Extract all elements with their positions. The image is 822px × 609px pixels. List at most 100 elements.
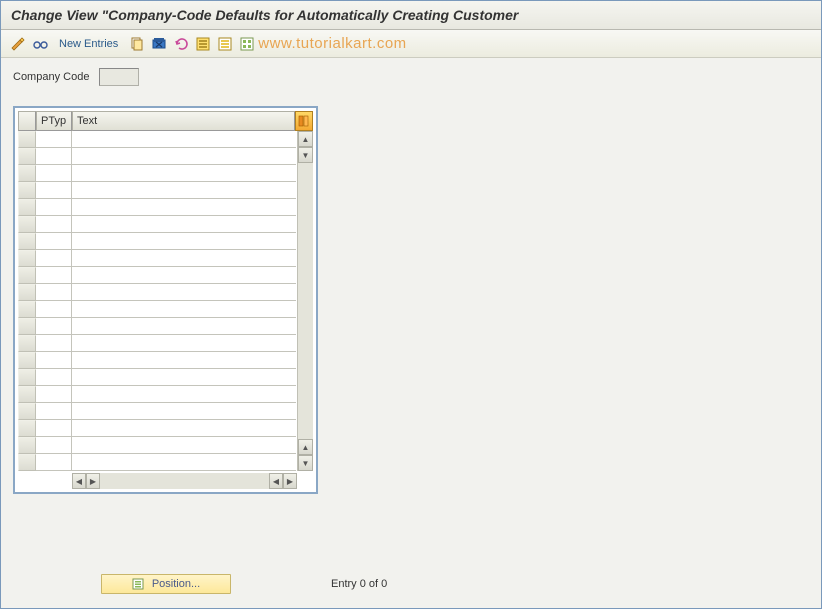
cell-ptyp[interactable]	[36, 267, 72, 284]
table-row[interactable]	[18, 301, 296, 318]
cell-ptyp[interactable]	[36, 199, 72, 216]
new-entries-button[interactable]: New Entries	[53, 38, 124, 50]
row-selector[interactable]	[18, 250, 36, 267]
cell-ptyp[interactable]	[36, 369, 72, 386]
row-selector[interactable]	[18, 182, 36, 199]
table-row[interactable]	[18, 403, 296, 420]
row-selector[interactable]	[18, 199, 36, 216]
cell-text[interactable]	[72, 199, 296, 216]
select-all-icon[interactable]	[194, 35, 212, 53]
cell-ptyp[interactable]	[36, 403, 72, 420]
cell-text[interactable]	[72, 386, 296, 403]
table-row[interactable]	[18, 420, 296, 437]
row-selector[interactable]	[18, 267, 36, 284]
table-row[interactable]	[18, 250, 296, 267]
cell-text[interactable]	[72, 182, 296, 199]
cell-ptyp[interactable]	[36, 437, 72, 454]
row-selector[interactable]	[18, 369, 36, 386]
table-row[interactable]	[18, 216, 296, 233]
table-row[interactable]	[18, 233, 296, 250]
table-row[interactable]	[18, 148, 296, 165]
scroll-down-button-2[interactable]: ▼	[298, 455, 313, 471]
position-button[interactable]: Position...	[101, 574, 231, 594]
row-selector[interactable]	[18, 318, 36, 335]
company-code-input[interactable]	[99, 68, 139, 86]
toggle-display-change-icon[interactable]	[9, 35, 27, 53]
cell-ptyp[interactable]	[36, 250, 72, 267]
row-selector[interactable]	[18, 148, 36, 165]
scroll-track[interactable]	[298, 163, 313, 439]
cell-text[interactable]	[72, 267, 296, 284]
cell-text[interactable]	[72, 318, 296, 335]
delete-icon[interactable]	[150, 35, 168, 53]
table-row[interactable]	[18, 454, 296, 471]
row-selector[interactable]	[18, 403, 36, 420]
row-selector[interactable]	[18, 454, 36, 471]
cell-text[interactable]	[72, 369, 296, 386]
table-row[interactable]	[18, 352, 296, 369]
cell-ptyp[interactable]	[36, 420, 72, 437]
scroll-down-button[interactable]: ▼	[298, 147, 313, 163]
table-row[interactable]	[18, 165, 296, 182]
scroll-left-button-2[interactable]: ◀	[269, 473, 283, 489]
table-row[interactable]	[18, 131, 296, 148]
column-text[interactable]: Text	[72, 111, 295, 131]
scroll-right-button-2[interactable]: ▶	[283, 473, 297, 489]
table-row[interactable]	[18, 335, 296, 352]
table-row[interactable]	[18, 318, 296, 335]
table-settings-icon[interactable]	[295, 111, 313, 131]
cell-text[interactable]	[72, 335, 296, 352]
row-selector[interactable]	[18, 301, 36, 318]
cell-text[interactable]	[72, 233, 296, 250]
cell-text[interactable]	[72, 250, 296, 267]
cell-text[interactable]	[72, 148, 296, 165]
cell-ptyp[interactable]	[36, 318, 72, 335]
row-selector[interactable]	[18, 284, 36, 301]
copy-icon[interactable]	[128, 35, 146, 53]
cell-ptyp[interactable]	[36, 148, 72, 165]
table-row[interactable]	[18, 199, 296, 216]
cell-ptyp[interactable]	[36, 165, 72, 182]
select-block-icon[interactable]	[216, 35, 234, 53]
column-ptyp[interactable]: PTyp	[36, 111, 72, 131]
cell-text[interactable]	[72, 352, 296, 369]
scroll-right-button[interactable]: ▶	[86, 473, 100, 489]
cell-ptyp[interactable]	[36, 233, 72, 250]
cell-text[interactable]	[72, 437, 296, 454]
deselect-all-icon[interactable]	[238, 35, 256, 53]
cell-text[interactable]	[72, 301, 296, 318]
scroll-up-button[interactable]: ▲	[298, 131, 313, 147]
glasses-details-icon[interactable]	[31, 35, 49, 53]
row-selector[interactable]	[18, 233, 36, 250]
row-selector[interactable]	[18, 386, 36, 403]
cell-ptyp[interactable]	[36, 335, 72, 352]
scroll-left-button[interactable]: ◀	[72, 473, 86, 489]
cell-text[interactable]	[72, 165, 296, 182]
table-row[interactable]	[18, 284, 296, 301]
table-row[interactable]	[18, 386, 296, 403]
cell-ptyp[interactable]	[36, 386, 72, 403]
cell-text[interactable]	[72, 131, 296, 148]
row-selector[interactable]	[18, 437, 36, 454]
scroll-up-button-2[interactable]: ▲	[298, 439, 313, 455]
cell-text[interactable]	[72, 454, 296, 471]
table-row[interactable]	[18, 267, 296, 284]
row-selector[interactable]	[18, 165, 36, 182]
cell-text[interactable]	[72, 403, 296, 420]
row-selector[interactable]	[18, 216, 36, 233]
row-selector[interactable]	[18, 131, 36, 148]
cell-ptyp[interactable]	[36, 454, 72, 471]
row-selector[interactable]	[18, 352, 36, 369]
row-selector[interactable]	[18, 335, 36, 352]
column-selector[interactable]	[18, 111, 36, 131]
undo-icon[interactable]	[172, 35, 190, 53]
table-row[interactable]	[18, 182, 296, 199]
cell-ptyp[interactable]	[36, 216, 72, 233]
cell-text[interactable]	[72, 284, 296, 301]
cell-ptyp[interactable]	[36, 301, 72, 318]
table-row[interactable]	[18, 369, 296, 386]
cell-ptyp[interactable]	[36, 182, 72, 199]
table-row[interactable]	[18, 437, 296, 454]
cell-ptyp[interactable]	[36, 131, 72, 148]
cell-text[interactable]	[72, 216, 296, 233]
